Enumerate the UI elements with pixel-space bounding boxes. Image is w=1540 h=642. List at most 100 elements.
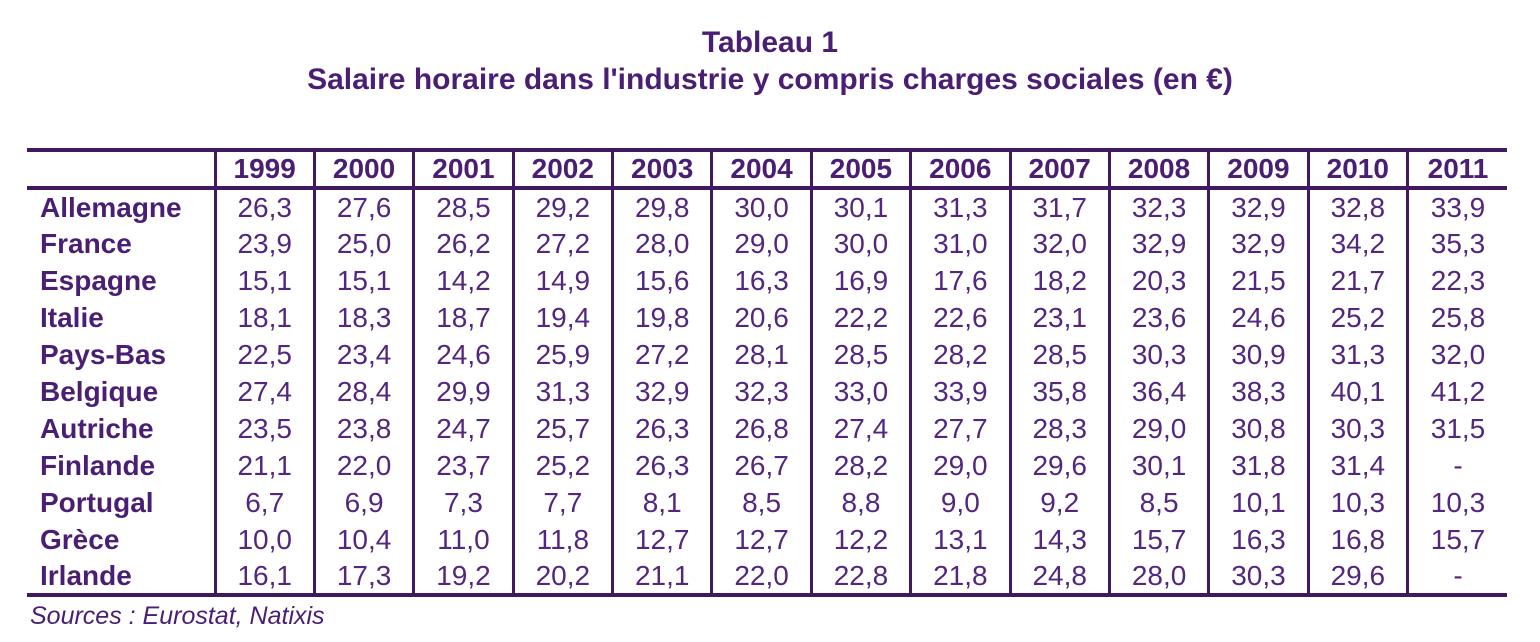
value-cell: 30,3 bbox=[1107, 336, 1209, 373]
value-cell: 12,7 bbox=[610, 521, 712, 558]
value-cell: 32,3 bbox=[1107, 188, 1209, 225]
value-cell: 28,4 bbox=[312, 373, 414, 410]
page-title-line1: Tableau 1 bbox=[701, 26, 839, 59]
value-cell: 32,9 bbox=[1107, 225, 1209, 262]
value-cell: 41,2 bbox=[1406, 373, 1507, 410]
value-cell: 33,9 bbox=[1406, 188, 1507, 225]
value-cell: 26,8 bbox=[710, 410, 812, 447]
table-row: Italie 18,1 18,3 18,7 19,4 19,8 20,6 22,2 22,6 23… bbox=[27, 299, 1507, 336]
value-cell: 28,5 bbox=[412, 188, 514, 225]
value-cell: 18,7 bbox=[412, 299, 514, 336]
value-cell: 14,3 bbox=[1008, 521, 1110, 558]
value-cell: 29,6 bbox=[1306, 558, 1408, 595]
country-label: Espagne bbox=[40, 264, 157, 296]
corner-cell bbox=[27, 150, 215, 188]
value-cell: 22,5 bbox=[213, 336, 315, 373]
value-cell: 24,8 bbox=[1008, 558, 1110, 595]
value-cell: 7,7 bbox=[511, 484, 613, 521]
value-cell: 21,1 bbox=[213, 447, 315, 484]
value-cell: 18,2 bbox=[1008, 262, 1110, 299]
value-cell: 26,3 bbox=[610, 447, 712, 484]
country-label: France bbox=[40, 227, 132, 259]
value-cell: 20,2 bbox=[511, 558, 613, 595]
table-row: Finlande 21,1 22,0 23,7 25,2 26,3 26,7 28,2 29,0… bbox=[27, 447, 1507, 484]
value-cell: 8,5 bbox=[710, 484, 812, 521]
value-cell: 32,9 bbox=[1207, 225, 1309, 262]
value-cell: 31,0 bbox=[909, 225, 1010, 262]
value-cell: 30,3 bbox=[1207, 558, 1309, 595]
value-cell: 29,2 bbox=[511, 188, 613, 225]
year-header-cell: 2008 bbox=[1107, 150, 1209, 188]
value-cell: 22,0 bbox=[710, 558, 812, 595]
value-cell: 23,7 bbox=[412, 447, 514, 484]
value-cell: - bbox=[1406, 447, 1507, 484]
value-cell: 17,3 bbox=[312, 558, 414, 595]
value-cell: 28,5 bbox=[809, 336, 911, 373]
value-cell: 14,2 bbox=[412, 262, 514, 299]
value-cell: 22,8 bbox=[809, 558, 911, 595]
page-title-line2: Salaire horaire dans l'industrie y compr… bbox=[307, 63, 1233, 96]
value-cell: 27,4 bbox=[809, 410, 911, 447]
table-row: Belgique 27,4 28,4 29,9 31,3 32,9 32,3 33,0 33,9… bbox=[27, 373, 1507, 410]
value-cell: 26,3 bbox=[610, 410, 712, 447]
country-label: Finlande bbox=[40, 449, 156, 481]
value-cell: 20,6 bbox=[710, 299, 812, 336]
value-cell: 26,2 bbox=[412, 225, 514, 262]
value-cell: 34,2 bbox=[1306, 225, 1408, 262]
value-cell: 10,3 bbox=[1306, 484, 1408, 521]
value-cell: 22,6 bbox=[909, 299, 1010, 336]
value-cell: 30,9 bbox=[1207, 336, 1309, 373]
value-cell: 30,1 bbox=[1107, 447, 1209, 484]
value-cell: 9,2 bbox=[1008, 484, 1110, 521]
year-header-cell: 2007 bbox=[1008, 150, 1110, 188]
country-label: Autriche bbox=[40, 412, 154, 444]
value-cell: 38,3 bbox=[1207, 373, 1309, 410]
value-cell: 31,8 bbox=[1207, 447, 1309, 484]
value-cell: 31,3 bbox=[909, 188, 1010, 225]
value-cell: 22,3 bbox=[1406, 262, 1507, 299]
value-cell: 30,0 bbox=[809, 225, 911, 262]
value-cell: 9,0 bbox=[909, 484, 1010, 521]
year-header-cell: 2000 bbox=[312, 150, 414, 188]
value-cell: 36,4 bbox=[1107, 373, 1209, 410]
country-label: Irlande bbox=[40, 559, 132, 591]
value-cell: 25,0 bbox=[312, 225, 414, 262]
value-cell: 32,3 bbox=[710, 373, 812, 410]
value-cell: 32,0 bbox=[1406, 336, 1507, 373]
table-row: Allemagne 26,3 27,6 28,5 29,2 29,8 30,0 30,1 31,… bbox=[27, 188, 1507, 225]
value-cell: 24,6 bbox=[1207, 299, 1309, 336]
value-cell: 23,9 bbox=[213, 225, 315, 262]
year-header-cell: 2005 bbox=[809, 150, 911, 188]
value-cell: 30,0 bbox=[710, 188, 812, 225]
value-cell: 28,3 bbox=[1008, 410, 1110, 447]
value-cell: 28,0 bbox=[610, 225, 712, 262]
table-row: Espagne 15,1 15,1 14,2 14,9 15,6 16,3 16,9 17,6 1… bbox=[27, 262, 1507, 299]
wage-table: 1999 2000 2001 2002 2003 2004 2005 2006 2007 2008… bbox=[27, 148, 1507, 597]
value-cell: 30,1 bbox=[809, 188, 911, 225]
value-cell: 13,1 bbox=[909, 521, 1010, 558]
year-header-cell: 2011 bbox=[1406, 150, 1507, 188]
value-cell: 10,3 bbox=[1406, 484, 1507, 521]
value-cell: 16,3 bbox=[710, 262, 812, 299]
value-cell: 17,6 bbox=[909, 262, 1010, 299]
value-cell: 10,0 bbox=[213, 521, 315, 558]
value-cell: 29,6 bbox=[1008, 447, 1110, 484]
value-cell: 31,4 bbox=[1306, 447, 1408, 484]
value-cell: 22,0 bbox=[312, 447, 414, 484]
value-cell: 31,3 bbox=[511, 373, 613, 410]
value-cell: 15,6 bbox=[610, 262, 712, 299]
year-header-cell: 2010 bbox=[1306, 150, 1408, 188]
value-cell: 21,5 bbox=[1207, 262, 1309, 299]
country-label: Belgique bbox=[40, 375, 159, 407]
value-cell: 28,1 bbox=[710, 336, 812, 373]
value-cell: 8,5 bbox=[1107, 484, 1209, 521]
value-cell: 25,8 bbox=[1406, 299, 1507, 336]
value-cell: 30,3 bbox=[1306, 410, 1408, 447]
country-label: Pays-Bas bbox=[40, 338, 167, 370]
value-cell: 28,2 bbox=[909, 336, 1010, 373]
table-row: Portugal 6,7 6,9 7,3 7,7 8,1 8,5 8,8 9,0 9,2 8,5 10… bbox=[27, 484, 1507, 521]
value-cell: 12,2 bbox=[809, 521, 911, 558]
value-cell: 23,5 bbox=[213, 410, 315, 447]
year-header-cell: 2006 bbox=[909, 150, 1010, 188]
header-row: 1999 2000 2001 2002 2003 2004 2005 2006 2007 2008… bbox=[27, 150, 1507, 188]
